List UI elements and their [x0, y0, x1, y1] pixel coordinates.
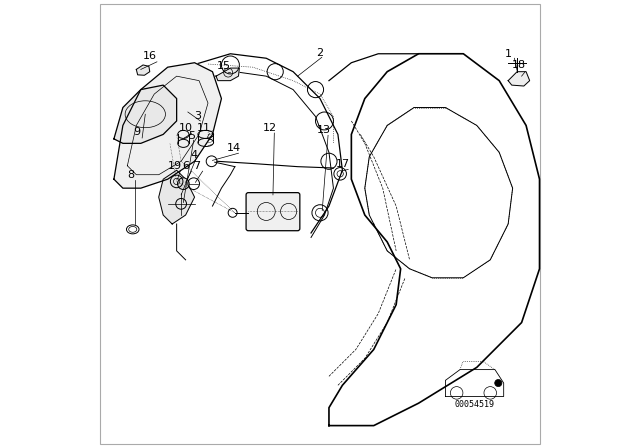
Polygon shape — [114, 63, 221, 188]
Text: 6: 6 — [182, 161, 189, 171]
Text: 16: 16 — [143, 51, 157, 61]
Polygon shape — [114, 85, 177, 143]
Text: 1: 1 — [505, 49, 511, 59]
Text: 14: 14 — [227, 143, 241, 153]
Text: 10: 10 — [179, 123, 193, 133]
Polygon shape — [136, 65, 150, 75]
FancyBboxPatch shape — [246, 193, 300, 231]
Text: 2: 2 — [316, 48, 324, 58]
Circle shape — [495, 379, 502, 387]
Text: 8: 8 — [127, 170, 134, 180]
Text: 5: 5 — [188, 131, 195, 141]
Text: 7: 7 — [193, 161, 200, 171]
Text: 4: 4 — [190, 150, 197, 159]
Text: 13: 13 — [317, 125, 331, 135]
Text: 15: 15 — [217, 61, 230, 71]
Polygon shape — [216, 68, 239, 81]
Text: 3: 3 — [195, 112, 202, 121]
Polygon shape — [159, 170, 195, 224]
Polygon shape — [329, 54, 540, 426]
Text: 9: 9 — [132, 127, 140, 137]
Polygon shape — [508, 72, 530, 86]
Text: 00054519: 00054519 — [454, 400, 495, 409]
Text: 18: 18 — [512, 60, 527, 70]
Circle shape — [177, 178, 189, 190]
Text: 12: 12 — [263, 123, 277, 133]
Text: 11: 11 — [196, 123, 211, 133]
Text: 19: 19 — [167, 161, 182, 171]
Text: 17: 17 — [335, 159, 349, 168]
